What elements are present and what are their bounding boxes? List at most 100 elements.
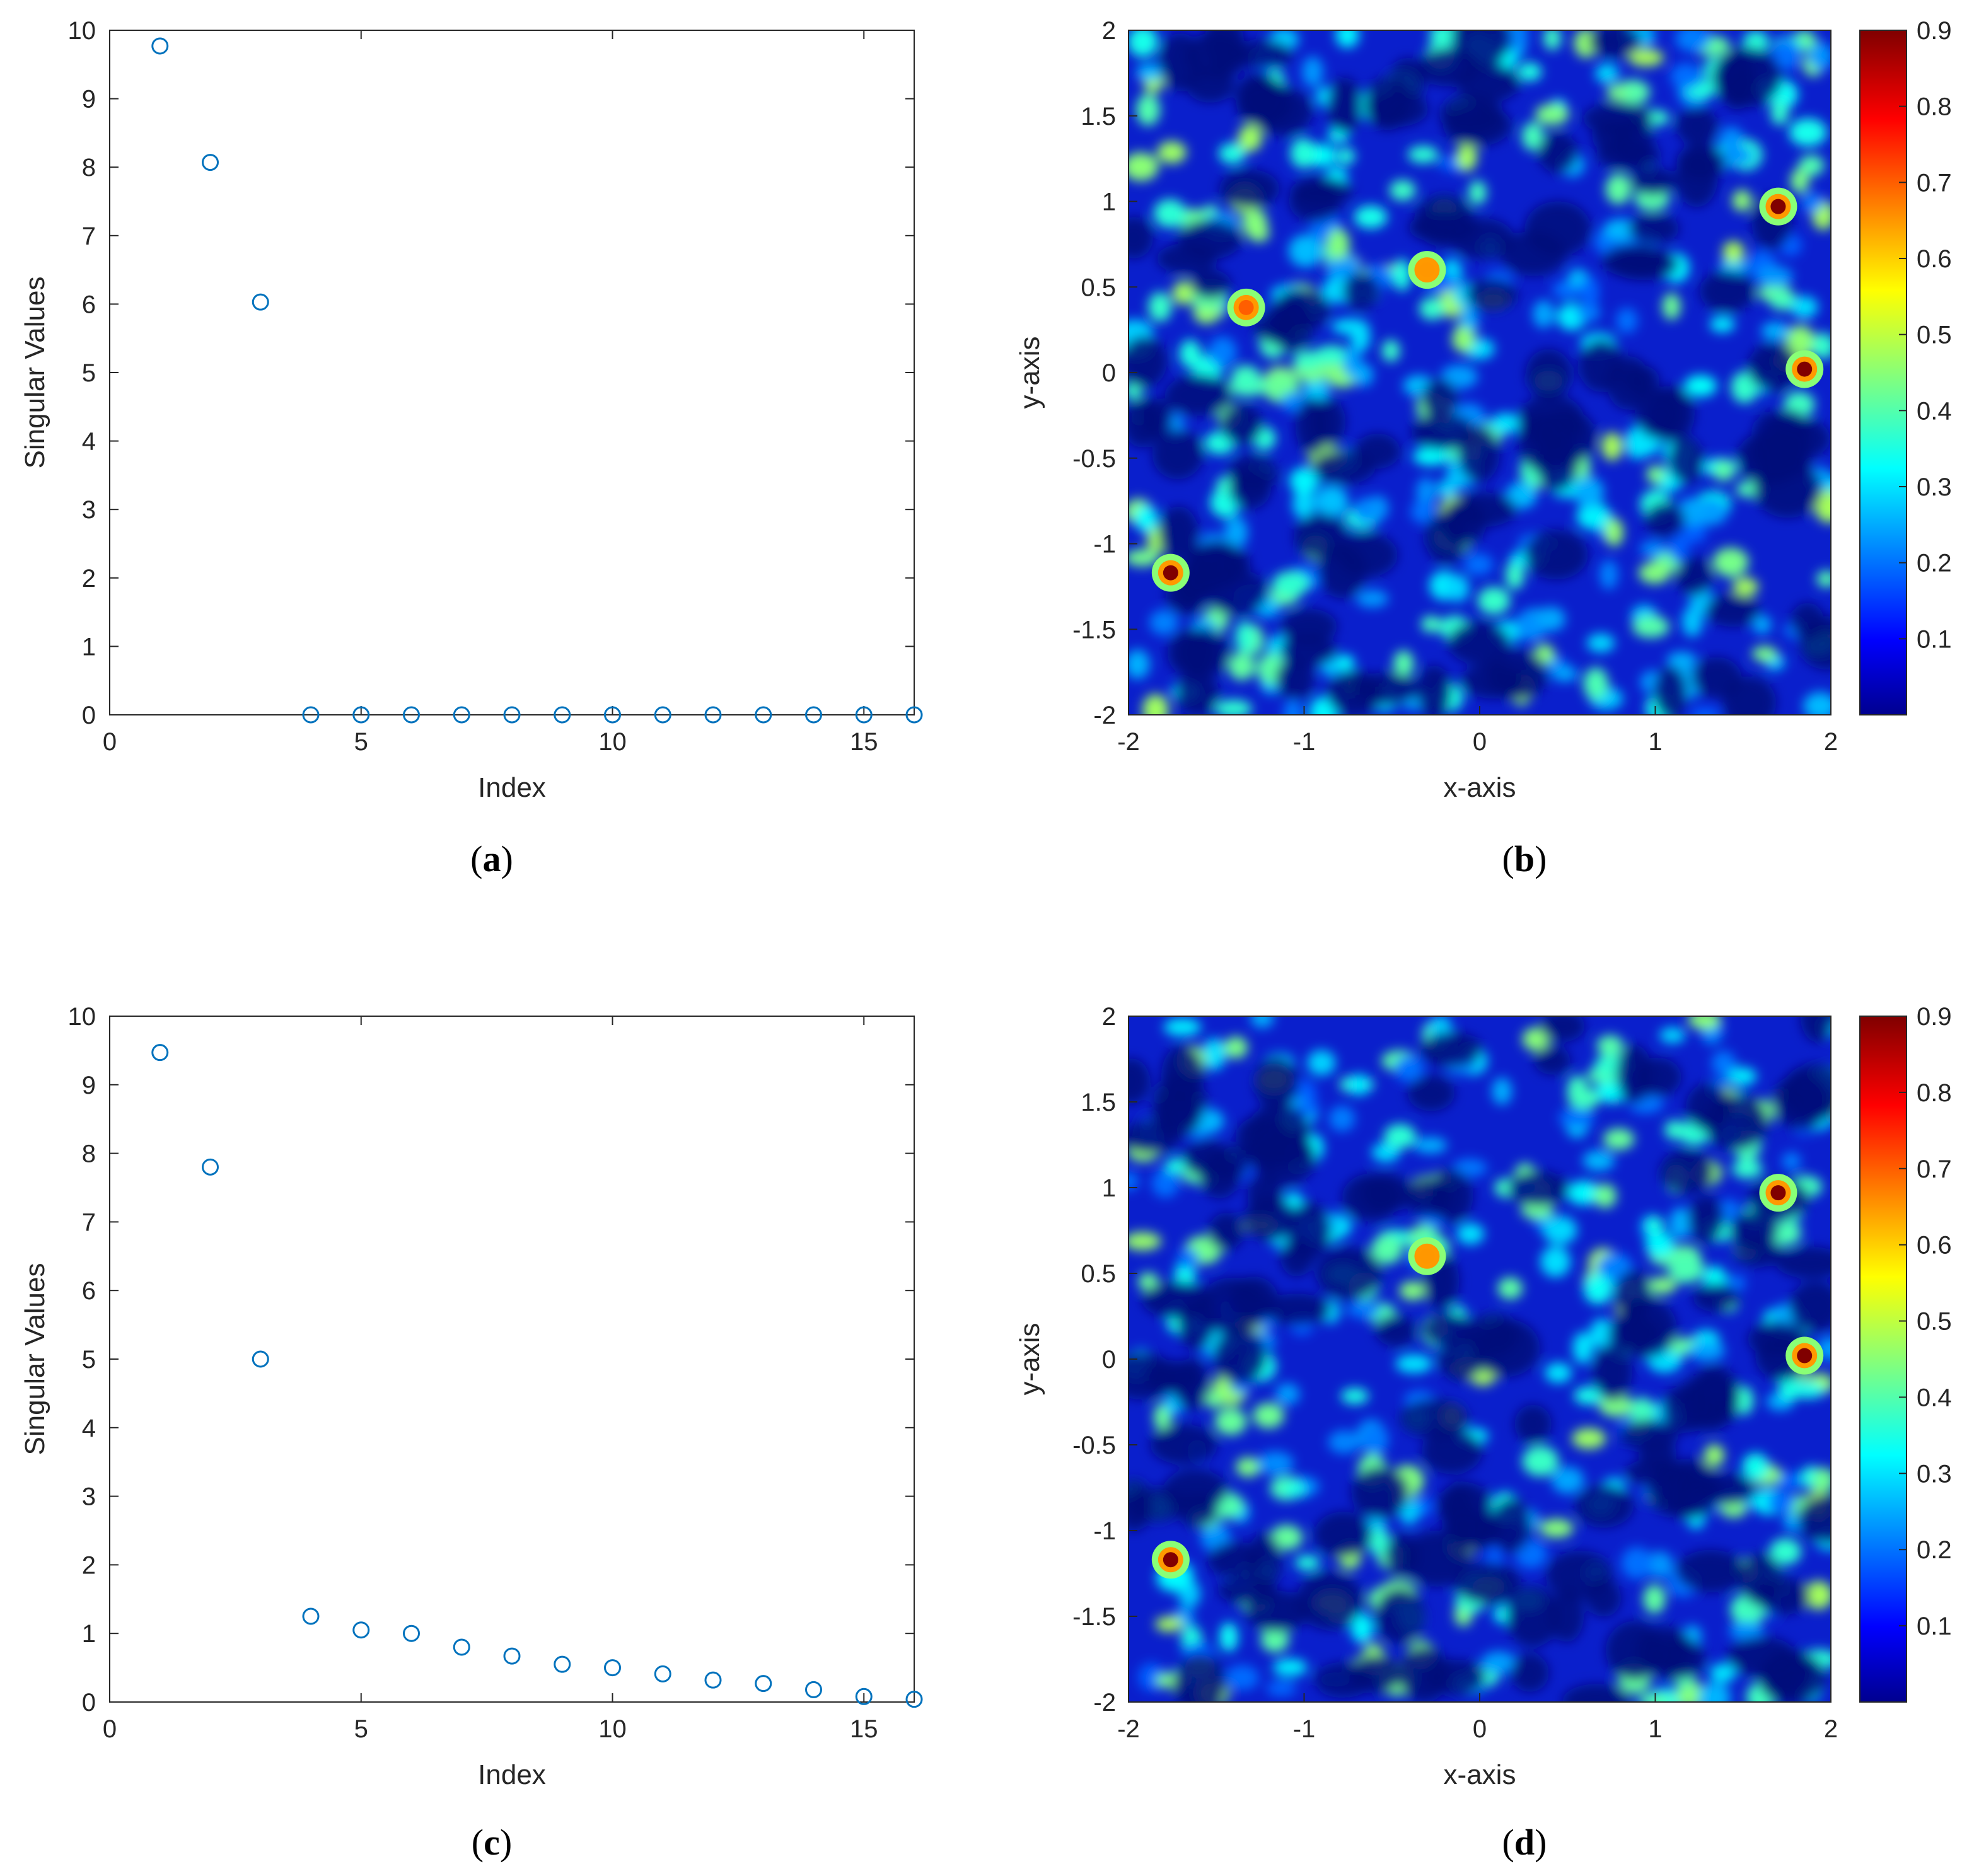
panel-c-axes-box (109, 1016, 915, 1703)
panel-b-speckle (1303, 376, 1330, 405)
panel-b-dark-region (1289, 179, 1342, 223)
panel-b-speckle (1148, 292, 1172, 322)
panel-d-speckle (1643, 1584, 1666, 1614)
panel-d-dark-region (1775, 1246, 1831, 1279)
panel-a: 0 5 10 15 0 1 2 3 4 5 6 7 8 9 10 Index Singular Values (… (20, 17, 923, 879)
panel-d-y-tick-label: -2 (1093, 1689, 1116, 1717)
panel-a-y-tick-label: 1 (82, 633, 96, 661)
panel-b-dark-region (1129, 216, 1154, 259)
panel-d-speckle (1219, 1622, 1238, 1652)
panel-b-speckle (1129, 30, 1158, 57)
panel-c-x-axis-label: Index (478, 1759, 546, 1790)
panel-d-speckle (1250, 1016, 1274, 1028)
panel-d-speckle (1777, 1471, 1801, 1490)
panel-d-peak (1163, 1552, 1178, 1568)
panel-b-dark-region (1465, 278, 1518, 311)
panel-a-x-axis-label: Index (478, 772, 546, 803)
panel-b-dark-region (1500, 231, 1567, 276)
panel-b-speckle (1208, 336, 1237, 368)
panel-d-dark-region (1694, 1473, 1757, 1505)
panel-b-speckle (1518, 62, 1542, 81)
panel-d-speckle (1399, 1281, 1426, 1300)
panel-b-speckle (1419, 297, 1445, 320)
panel-c-data-point (453, 1638, 470, 1656)
panel-d-speckle (1270, 1525, 1303, 1550)
panel-b-speckle (1337, 148, 1355, 165)
panel-d-speckle (1151, 1169, 1180, 1198)
panel-d-speckle (1664, 1120, 1685, 1140)
panel-b-speckle (1615, 79, 1651, 105)
panel-d-colorbar-tick-label: 0.8 (1917, 1079, 1952, 1107)
panel-d-speckle (1497, 1277, 1523, 1300)
panel-b-peak (1797, 361, 1813, 377)
panel-d-dark-region (1150, 1424, 1217, 1465)
panel-d-dark-region (1646, 1463, 1709, 1517)
panel-b-speckle (1666, 652, 1697, 669)
panel-b-x-tick-label: -2 (1117, 728, 1140, 756)
panel-b-speckle (1605, 173, 1632, 205)
panel-d-speckle (1272, 1659, 1308, 1676)
panel-c-data-point (654, 1665, 671, 1682)
panel-d-speckle (1545, 1362, 1572, 1383)
panel-b-speckle (1689, 707, 1721, 715)
panel-d-dark-region (1173, 1654, 1227, 1702)
panel-b-dark-region (1452, 30, 1511, 68)
panel-d-colorbar-tick-label: 0.4 (1917, 1384, 1952, 1411)
panel-d-dark-region (1734, 1239, 1784, 1267)
panel-b-speckle (1552, 666, 1578, 682)
panel-d-dark-region (1562, 1684, 1630, 1702)
panel-d-label: (d) (1502, 1822, 1547, 1863)
panel-b-heatmap-field (1129, 30, 1831, 715)
panel-b-speckle (1599, 560, 1618, 590)
panel-c-data-point (302, 1607, 320, 1625)
panel-d-dark-region (1209, 1212, 1245, 1251)
panel-b-speckle (1521, 122, 1544, 151)
panel-b-speckle (1751, 646, 1778, 662)
panel-b-speckle (1722, 241, 1744, 263)
panel-d-x-tick-label: 2 (1824, 1715, 1838, 1743)
panel-d-speckle (1726, 1275, 1746, 1292)
panel-b-speckle (1669, 534, 1689, 563)
panel-b-speckle (1353, 363, 1374, 386)
panel-b-speckle (1583, 667, 1609, 700)
panel-a-y-tick-label: 2 (82, 565, 96, 593)
panel-b-colorbar (1859, 30, 1907, 715)
panel-d-speckle (1214, 1408, 1247, 1435)
panel-d-colorbar-tick-label: 0.2 (1917, 1536, 1952, 1564)
panel-b-speckle (1153, 199, 1187, 228)
panel-b-dark-region (1486, 649, 1548, 700)
panel-d-speckle (1371, 1142, 1400, 1162)
panel-b-dark-region (1268, 296, 1315, 352)
panel-b-speckle (1456, 141, 1477, 171)
panel-b-speckle (1628, 49, 1664, 67)
panel-d-dark-region (1575, 1485, 1634, 1527)
panel-c-data-point (905, 1691, 923, 1708)
panel-d-dark-region (1316, 1247, 1383, 1300)
panel-b-y-tick-label: 2 (1102, 17, 1116, 45)
panel-b-dark-region (1749, 426, 1809, 479)
panel-b-speckle (1293, 350, 1323, 370)
panel-b-dark-region (1156, 243, 1217, 274)
panel-d-dark-region (1129, 1058, 1151, 1104)
panel-b-dark-region (1676, 144, 1726, 180)
panel-d-speckle (1668, 1252, 1704, 1283)
panel-d-speckle (1742, 1453, 1769, 1481)
panel-b-dark-region (1630, 167, 1676, 195)
panel-d-speckle (1582, 1150, 1615, 1171)
panel-d-dark-region (1176, 1493, 1219, 1527)
panel-d-dark-region (1608, 1316, 1661, 1352)
panel-b-dark-region (1164, 374, 1232, 416)
panel-d-y-tick-label: -1 (1093, 1517, 1116, 1545)
panel-a-data-point (302, 706, 320, 724)
panel-b-speckle (1129, 649, 1150, 680)
panel-d-dark-region (1359, 1173, 1413, 1213)
panel-d-speckle (1371, 1235, 1403, 1265)
panel-d-speckle (1572, 1332, 1593, 1364)
panel-d-speckle (1481, 1651, 1517, 1674)
panel-c-x-tick-label: 15 (850, 1715, 878, 1743)
panel-b-dark-region (1654, 666, 1688, 715)
panel-d-speckle (1726, 1067, 1757, 1086)
panel-b-speckle (1214, 700, 1253, 715)
panel-b-dark-region (1524, 530, 1588, 580)
panel-b-speckle (1335, 30, 1359, 48)
